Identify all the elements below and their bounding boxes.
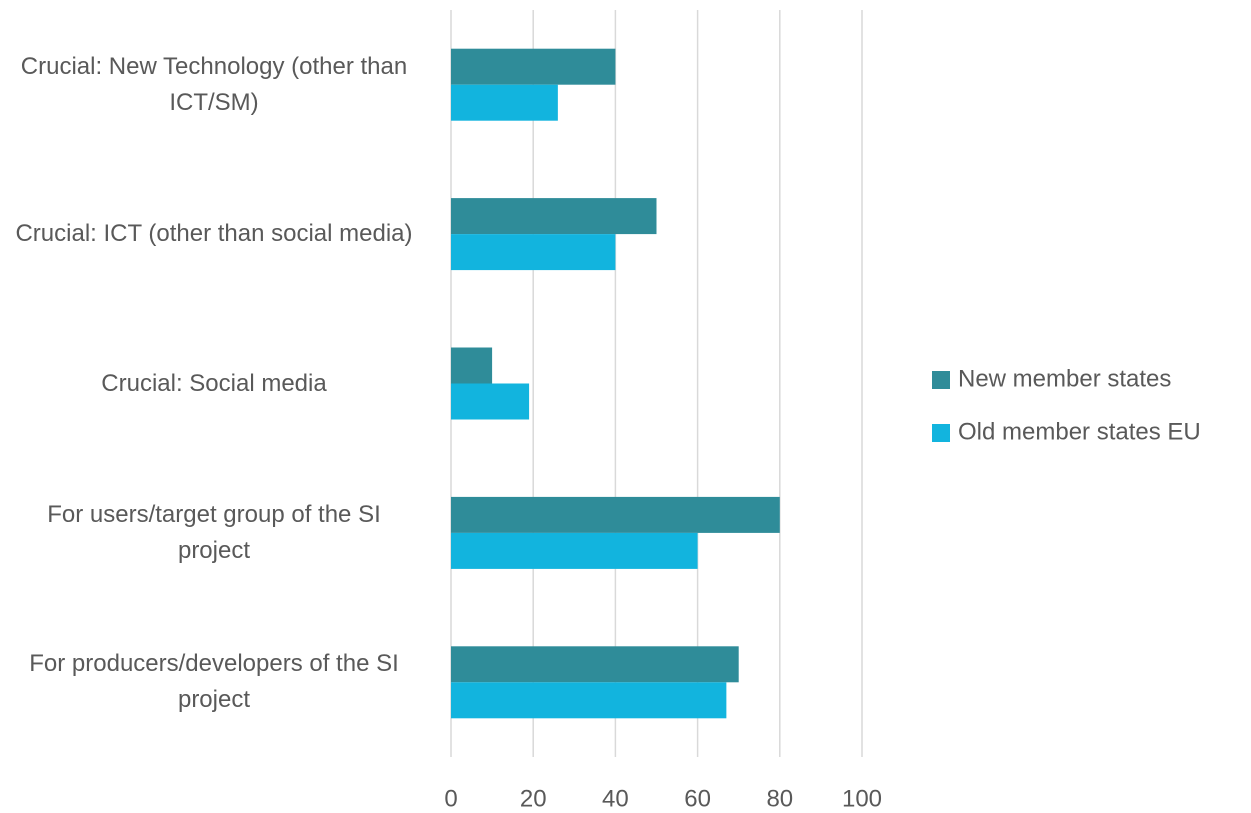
legend-label: New member states xyxy=(958,365,1171,392)
legend-swatch xyxy=(932,424,950,442)
x-tick-label: 80 xyxy=(766,785,793,812)
bar xyxy=(451,532,698,569)
x-tick-label: 60 xyxy=(684,785,711,812)
y-tick-label: Crucial: ICT (other than social media) xyxy=(15,220,413,248)
bar xyxy=(451,48,616,85)
y-tick-label: Crucial: Social media xyxy=(101,369,327,397)
bar xyxy=(451,84,558,121)
bar xyxy=(451,383,530,420)
y-tick-label: For producers/developers of the SI proje… xyxy=(29,650,399,714)
bar xyxy=(451,682,727,719)
x-tick-label: 0 xyxy=(444,785,457,812)
x-tick-label: 100 xyxy=(842,785,882,812)
bar xyxy=(451,234,616,271)
legend-label: Old member states EU xyxy=(958,418,1201,445)
bar xyxy=(451,496,780,533)
x-tick-label: 20 xyxy=(520,785,547,812)
y-tick-label: For users/target group of the SI project xyxy=(47,500,381,564)
bar xyxy=(451,347,493,384)
legend-swatch xyxy=(932,371,950,389)
x-tick-label: 40 xyxy=(602,785,629,812)
y-tick-label: Crucial: New Technology (other than ICT/… xyxy=(20,52,408,116)
bar xyxy=(451,646,739,683)
bar xyxy=(451,198,657,235)
